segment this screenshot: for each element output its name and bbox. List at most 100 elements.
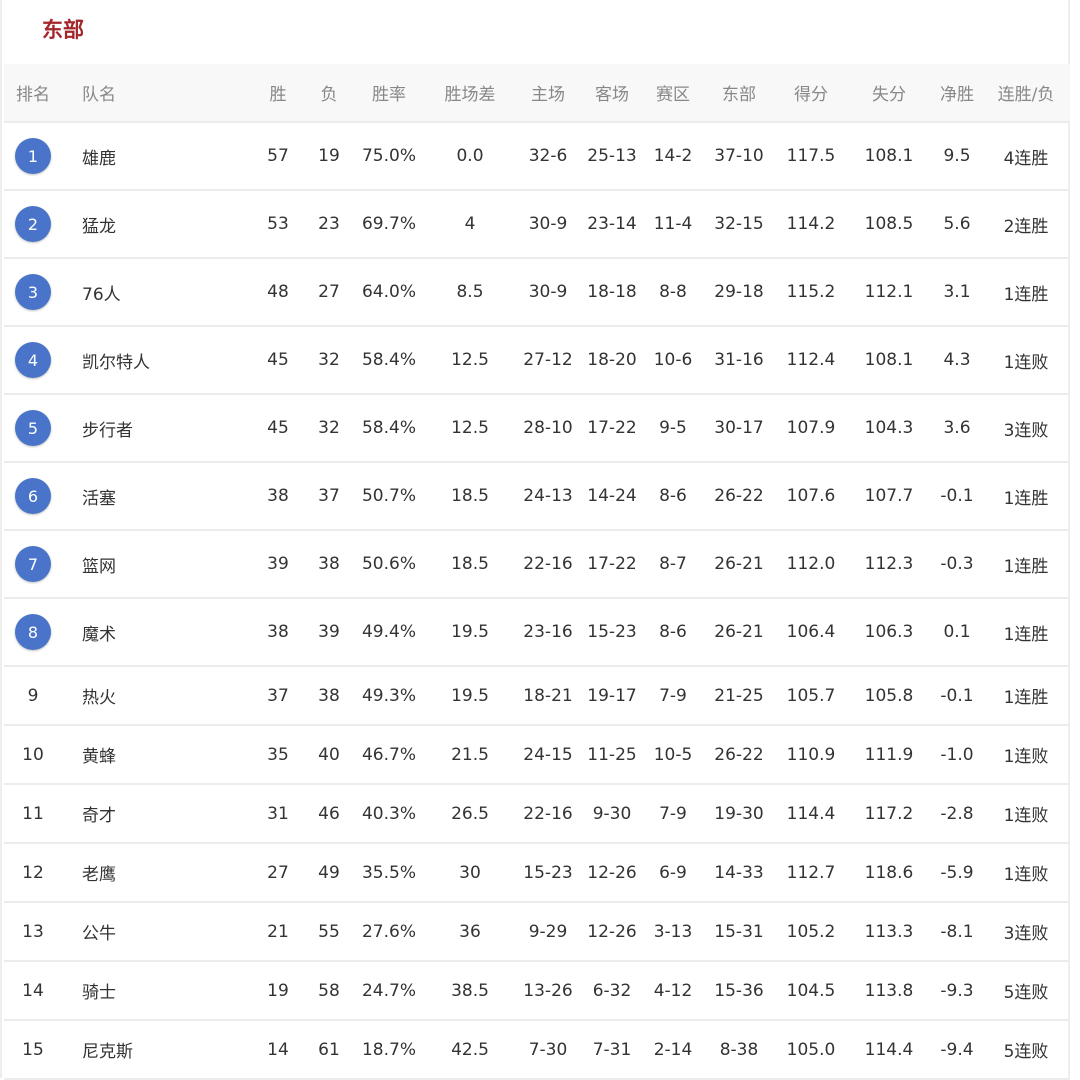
- table-row[interactable]: 10 黄蜂 35 40 46.7% 21.5 24-15 11-25 10-5 26-22 110.…: [4, 726, 1070, 785]
- cell-games-behind: 42.5: [451, 1039, 489, 1060]
- cell-away: 12-26: [587, 862, 637, 883]
- cell-points-for: 114.2: [786, 214, 836, 234]
- rank-badge: 4: [15, 342, 51, 378]
- header-home[interactable]: 主场: [531, 85, 565, 105]
- header-losses[interactable]: 负: [320, 85, 338, 105]
- header-streak[interactable]: 连胜/负: [997, 85, 1055, 105]
- cell-division: 8-8: [659, 282, 687, 302]
- cell-away: 17-22: [587, 554, 637, 574]
- cell-losses: 38: [318, 685, 340, 706]
- cell-home: 23-16: [523, 622, 573, 642]
- table-row[interactable]: 4 凯尔特人 45 32 58.4% 12.5 27-12 18-20 10-6 31-16 112…: [4, 327, 1070, 395]
- rank-badge: 6: [15, 478, 51, 514]
- cell-win-pct: 50.6%: [361, 554, 416, 574]
- cell-points-against: 107.7: [864, 486, 914, 506]
- table-row[interactable]: 12 老鹰 27 49 35.5% 30 15-23 12-26 6-9 14-33 112.7 11…: [4, 844, 1070, 903]
- cell-streak: 1连败: [1003, 747, 1049, 767]
- cell-rank: 5: [4, 410, 62, 446]
- cell-win-pct: 50.7%: [361, 486, 416, 506]
- cell-wins: 27: [267, 862, 289, 883]
- cell-points-against: 105.8: [864, 685, 914, 706]
- table-row[interactable]: 5 步行者 45 32 58.4% 12.5 28-10 17-22 9-5 30-17 107.9…: [4, 395, 1070, 463]
- cell-games-behind: 8.5: [456, 282, 484, 302]
- cell-losses: 61: [318, 1039, 340, 1060]
- cell-rank: 2: [4, 206, 62, 242]
- header-conference[interactable]: 东部: [722, 85, 756, 105]
- cell-wins: 45: [267, 418, 289, 438]
- header-net[interactable]: 净胜: [940, 85, 974, 105]
- cell-wins: 45: [267, 350, 289, 370]
- cell-team: 76人: [82, 284, 121, 305]
- cell-home: 30-9: [528, 282, 568, 302]
- cell-win-pct: 58.4%: [361, 350, 416, 370]
- cell-games-behind: 30: [459, 862, 481, 883]
- cell-streak: 1连胜: [1003, 688, 1049, 708]
- cell-win-pct: 24.7%: [361, 980, 416, 1001]
- cell-net: -9.4: [940, 1039, 974, 1060]
- cell-division: 8-6: [659, 622, 687, 642]
- cell-away: 19-17: [587, 685, 637, 706]
- cell-games-behind: 12.5: [451, 350, 489, 370]
- cell-points-against: 104.3: [864, 418, 914, 438]
- table-row[interactable]: 11 奇才 31 46 40.3% 26.5 22-16 9-30 7-9 19-30 114.4 1…: [4, 785, 1070, 844]
- cell-games-behind: 36: [459, 921, 481, 942]
- cell-points-for: 117.5: [786, 146, 836, 166]
- cell-losses: 19: [318, 146, 340, 166]
- cell-games-behind: 21.5: [451, 744, 489, 765]
- cell-net: -0.1: [940, 486, 974, 506]
- cell-rank: 12: [22, 862, 44, 883]
- cell-home: 9-29: [528, 921, 568, 942]
- table-row[interactable]: 3 76人 48 27 64.0% 8.5 30-9 18-18 8-8 29-18 115.2 11…: [4, 259, 1070, 327]
- cell-losses: 32: [318, 350, 340, 370]
- header-games-behind[interactable]: 胜场差: [444, 85, 496, 105]
- cell-team: 骑士: [82, 983, 116, 1003]
- table-row[interactable]: 1 雄鹿 57 19 75.0% 0.0 32-6 25-13 14-2 37-10 117.5 10…: [4, 123, 1070, 191]
- table-row[interactable]: 15 尼克斯 14 61 18.7% 42.5 7-30 7-31 2-14 8-38 105.0 1…: [4, 1021, 1070, 1080]
- cell-away: 7-31: [592, 1039, 632, 1060]
- table-row[interactable]: 7 篮网 39 38 50.6% 18.5 22-16 17-22 8-7 26-21 112.0 1…: [4, 531, 1070, 599]
- cell-wins: 57: [267, 146, 289, 166]
- cell-streak: 1连胜: [1003, 624, 1049, 645]
- header-wins[interactable]: 胜: [269, 85, 287, 105]
- table-row[interactable]: 9 热火 37 38 49.3% 19.5 18-21 19-17 7-9 21-25 105.7 1…: [4, 667, 1070, 726]
- cell-points-for: 114.4: [786, 803, 836, 824]
- cell-wins: 31: [267, 803, 289, 824]
- header-away[interactable]: 客场: [595, 85, 629, 105]
- cell-losses: 38: [318, 554, 340, 574]
- header-points-against[interactable]: 失分: [872, 85, 906, 105]
- header-rank[interactable]: 排名: [16, 85, 50, 105]
- cell-rank: 4: [4, 342, 62, 378]
- header-division[interactable]: 赛区: [656, 85, 690, 105]
- header-points-for[interactable]: 得分: [794, 85, 828, 105]
- cell-points-against: 114.4: [864, 1039, 914, 1060]
- cell-games-behind: 26.5: [451, 803, 489, 824]
- cell-losses: 40: [318, 744, 340, 765]
- cell-losses: 23: [318, 214, 340, 234]
- cell-division: 8-6: [659, 486, 687, 506]
- table-row[interactable]: 6 活塞 38 37 50.7% 18.5 24-13 14-24 8-6 26-22 107.6 1…: [4, 463, 1070, 531]
- cell-streak: 1连败: [1003, 865, 1049, 885]
- cell-division: 14-2: [653, 146, 693, 166]
- cell-net: -5.9: [940, 862, 974, 883]
- cell-away: 14-24: [587, 486, 637, 506]
- table-row[interactable]: 13 公牛 21 55 27.6% 36 9-29 12-26 3-13 15-31 105.2 11…: [4, 903, 1070, 962]
- cell-conference: 29-18: [714, 282, 764, 302]
- table-row[interactable]: 8 魔术 38 39 49.4% 19.5 23-16 15-23 8-6 26-21 106.4 1…: [4, 599, 1070, 667]
- cell-win-pct: 58.4%: [361, 418, 416, 438]
- cell-wins: 21: [267, 921, 289, 942]
- cell-division: 4-12: [653, 980, 693, 1001]
- table-row[interactable]: 2 猛龙 53 23 69.7% 4 30-9 23-14 11-4 32-15 114.2 108.…: [4, 191, 1070, 259]
- header-team[interactable]: 队名: [82, 85, 116, 105]
- cell-net: 9.5: [943, 146, 971, 166]
- table-row[interactable]: 14 骑士 19 58 24.7% 38.5 13-26 6-32 4-12 15-36 104.5…: [4, 962, 1070, 1021]
- cell-points-for: 112.4: [786, 350, 836, 370]
- cell-rank: 15: [22, 1039, 44, 1060]
- cell-conference: 26-22: [714, 744, 764, 765]
- cell-win-pct: 75.0%: [361, 146, 416, 166]
- cell-win-pct: 49.3%: [361, 685, 416, 706]
- cell-losses: 58: [318, 980, 340, 1001]
- header-win-pct[interactable]: 胜率: [372, 85, 406, 105]
- cell-conference: 8-38: [719, 1039, 759, 1060]
- conference-title: 东部: [42, 18, 84, 42]
- cell-home: 24-15: [523, 744, 573, 765]
